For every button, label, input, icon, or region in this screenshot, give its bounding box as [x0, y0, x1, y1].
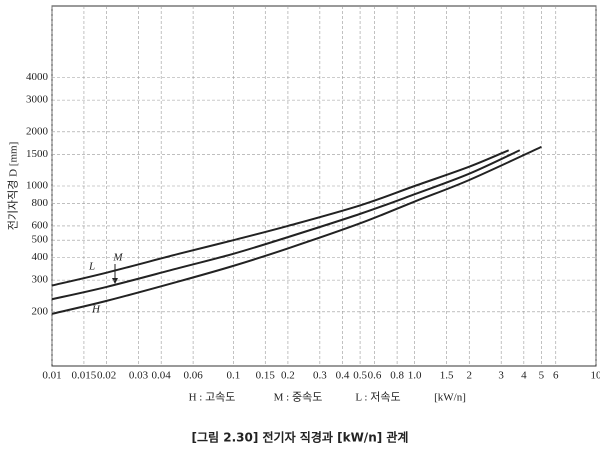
- x-tick-label: 2: [467, 370, 473, 382]
- x-tick-label: 10: [591, 370, 600, 382]
- y-axis-label: 전기자직경 D [mm]: [7, 142, 20, 230]
- series-label: L: [88, 261, 95, 273]
- x-tick-label: 0.6: [368, 370, 382, 382]
- x-axis-label: M : 중속도: [274, 391, 323, 404]
- x-tick-label: 4: [521, 370, 527, 382]
- x-tick-label: 0.03: [129, 370, 149, 382]
- curve: [51, 145, 542, 315]
- x-tick-label: 1.5: [440, 370, 454, 382]
- x-tick-label: 0.015: [72, 370, 97, 382]
- y-tick-label: 200: [32, 305, 49, 317]
- y-tick-label: 300: [32, 274, 49, 286]
- x-tick-label: 0.06: [183, 370, 203, 382]
- x-tick-label: 0.02: [97, 370, 116, 382]
- x-tick-label: 3: [498, 370, 504, 382]
- y-tick-label: 1000: [26, 180, 49, 192]
- y-tick-label: 600: [32, 219, 49, 231]
- y-tick-label: 1500: [26, 148, 49, 160]
- x-tick-label: 0.4: [336, 370, 350, 382]
- x-tick-label: 5: [539, 370, 545, 382]
- x-axis-label: [kW/n]: [434, 392, 466, 404]
- x-tick-label: 6: [553, 370, 559, 382]
- caption: [그림 2.30] 전기자 직경과 [kW/n] 관계: [192, 430, 409, 445]
- y-tick-label: 800: [32, 197, 49, 209]
- x-tick-label: 0.15: [256, 370, 276, 382]
- y-tick-label: 500: [32, 234, 49, 246]
- arrow-head: [112, 278, 118, 284]
- x-tick-label: 0.2: [281, 370, 295, 382]
- x-axis-label: H : 고속도: [189, 391, 236, 404]
- y-tick-label: 400: [32, 251, 49, 263]
- x-tick-label: 0.1: [226, 370, 240, 382]
- series-label: M: [112, 252, 123, 264]
- curve: [51, 149, 521, 301]
- x-tick-label: 0.5: [353, 370, 367, 382]
- y-tick-label: 4000: [26, 71, 49, 83]
- x-tick-label: 0.04: [152, 370, 172, 382]
- curve: [51, 149, 510, 287]
- x-tick-label: 0.01: [42, 370, 61, 382]
- x-axis-label: L : 저속도: [355, 391, 400, 404]
- y-tick-label: 2000: [26, 125, 49, 137]
- x-tick-label: 0.3: [313, 370, 327, 382]
- x-tick-label: 1.0: [408, 370, 422, 382]
- series-label: H: [91, 304, 101, 316]
- x-tick-label: 0.8: [390, 370, 404, 382]
- y-tick-label: 3000: [26, 94, 49, 106]
